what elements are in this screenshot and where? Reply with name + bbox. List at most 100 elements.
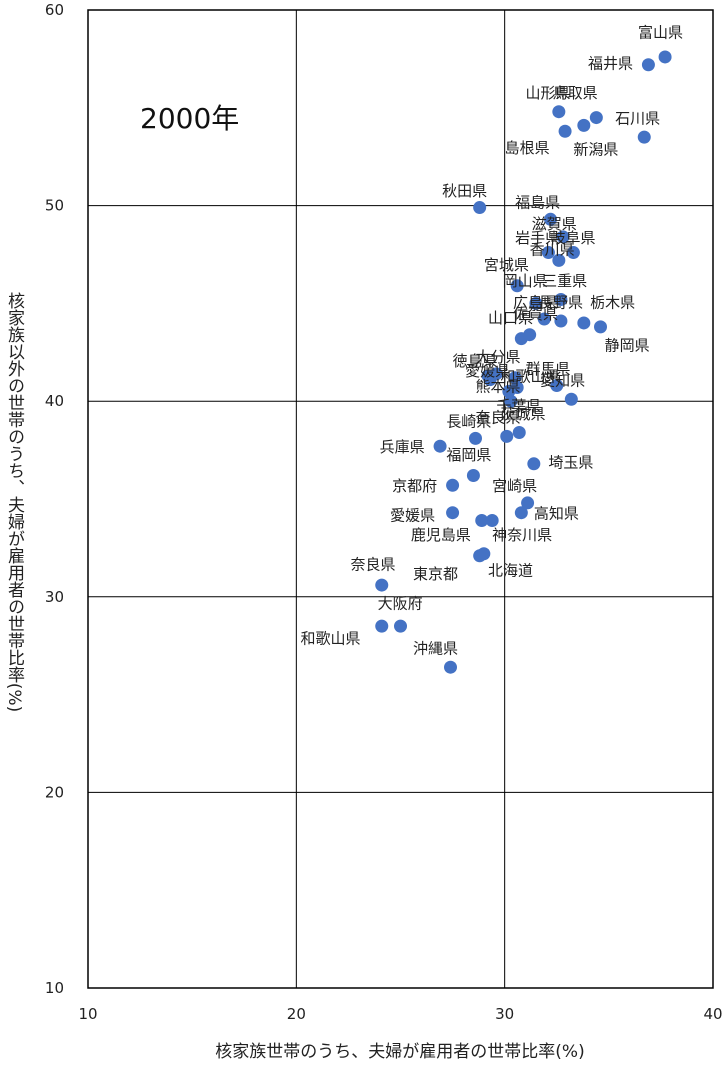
point-label: 島根県: [505, 139, 550, 157]
point-label: 北海道: [488, 561, 533, 579]
data-point: [444, 660, 457, 674]
point-label: 栃木県: [590, 293, 635, 311]
point-label: 滋賀県: [532, 215, 577, 233]
data-point: [556, 230, 570, 244]
y-axis-label: 核家族以外の世帯のうち、夫婦が雇用者の世帯比率(%): [4, 292, 25, 712]
x-tick-label: 30: [495, 1005, 514, 1023]
data-points: [375, 50, 672, 674]
point-label: 茨城県: [501, 405, 546, 423]
point-label: 香川県: [530, 241, 575, 259]
data-point: [512, 425, 526, 439]
point-label: 埼玉県: [548, 454, 593, 472]
data-point: [577, 118, 591, 132]
data-point: [523, 328, 537, 342]
plot-area: [87, 9, 714, 989]
point-label: 奈良県: [476, 409, 521, 427]
data-point: [637, 130, 651, 144]
point-label: 和歌山県: [301, 630, 361, 648]
point-label: 長野県: [538, 293, 583, 311]
year-annotation: 2000年: [140, 102, 239, 135]
point-label: 大分県: [476, 348, 521, 366]
data-point: [475, 514, 489, 528]
data-point: [469, 431, 482, 445]
point-label: 群馬県: [526, 360, 571, 378]
point-label: 岩手県: [515, 229, 560, 247]
point-label: 千葉県: [496, 397, 541, 415]
data-point: [514, 506, 528, 520]
point-label: 三重県: [542, 272, 587, 290]
y-tick-label: 50: [45, 197, 64, 215]
point-label: 広島県: [513, 293, 558, 311]
point-label: 奈良県: [351, 555, 396, 573]
data-point: [566, 246, 580, 260]
data-point: [466, 469, 480, 483]
data-point: [483, 373, 497, 387]
point-label: 沖縄県: [413, 640, 458, 658]
y-tick-label: 10: [45, 979, 64, 997]
x-tick-label: 10: [78, 1005, 97, 1023]
point-label: 富山県: [638, 23, 683, 41]
gridlines: [88, 10, 713, 988]
point-label: 鳥取県: [553, 84, 598, 102]
data-point: [446, 478, 460, 492]
point-label: 山口県: [488, 309, 533, 327]
data-point: [552, 105, 566, 119]
data-point: [473, 201, 487, 215]
data-point: [554, 314, 568, 328]
point-label: 岐阜県: [551, 229, 596, 247]
data-point: [552, 253, 566, 267]
data-point: [394, 619, 407, 633]
point-label: 兵庫県: [380, 438, 425, 456]
data-point: [544, 212, 557, 226]
point-label: 山形県: [526, 84, 571, 102]
data-point: [641, 58, 655, 72]
data-point: [541, 246, 555, 260]
data-point: [375, 578, 389, 592]
point-label: 和歌山県: [501, 368, 561, 386]
data-point: [564, 392, 578, 406]
y-tick-label: 60: [45, 1, 64, 19]
data-point: [554, 292, 568, 306]
point-label: 岡山県: [503, 272, 548, 290]
point-label: 長崎県: [446, 413, 491, 431]
data-point: [446, 506, 460, 520]
data-point: [508, 371, 522, 385]
point-label: 静岡県: [605, 336, 650, 354]
data-point: [485, 514, 499, 528]
data-point: [537, 312, 551, 326]
x-tick-label: 40: [703, 1005, 722, 1023]
data-point: [510, 381, 524, 395]
data-point: [521, 496, 535, 510]
y-tick-labels: 10 20 30 40 50 60: [45, 1, 64, 997]
y-tick-label: 30: [45, 588, 64, 606]
y-tick-label: 20: [45, 783, 64, 801]
data-point: [433, 439, 447, 453]
x-tick-label: 20: [287, 1005, 306, 1023]
point-label: 徳島県: [453, 352, 498, 370]
point-label: 宮崎県: [492, 477, 537, 495]
data-point: [375, 619, 389, 633]
point-label: 熊本県: [476, 377, 521, 395]
data-point: [558, 124, 572, 138]
point-label: 新潟県: [573, 141, 618, 159]
point-label: 高知県: [534, 505, 579, 523]
data-point: [658, 50, 672, 64]
data-point: [577, 316, 591, 330]
data-point: [550, 379, 564, 393]
point-label: 神奈川県: [492, 526, 552, 544]
point-label: 福岡県: [446, 446, 491, 464]
point-label: 秋田県: [442, 182, 487, 200]
point-label: 愛知県: [540, 372, 585, 390]
point-label: 大阪府: [378, 595, 423, 613]
data-point: [477, 547, 491, 561]
x-tick-labels: 10 20 30 40: [78, 1005, 722, 1023]
point-label: 京都府: [392, 477, 437, 495]
data-point: [594, 320, 607, 334]
point-label: 鹿児島県: [411, 526, 471, 544]
point-label: 福島県: [515, 194, 560, 212]
data-point: [529, 296, 543, 310]
data-point: [510, 279, 524, 293]
data-point: [589, 111, 603, 125]
